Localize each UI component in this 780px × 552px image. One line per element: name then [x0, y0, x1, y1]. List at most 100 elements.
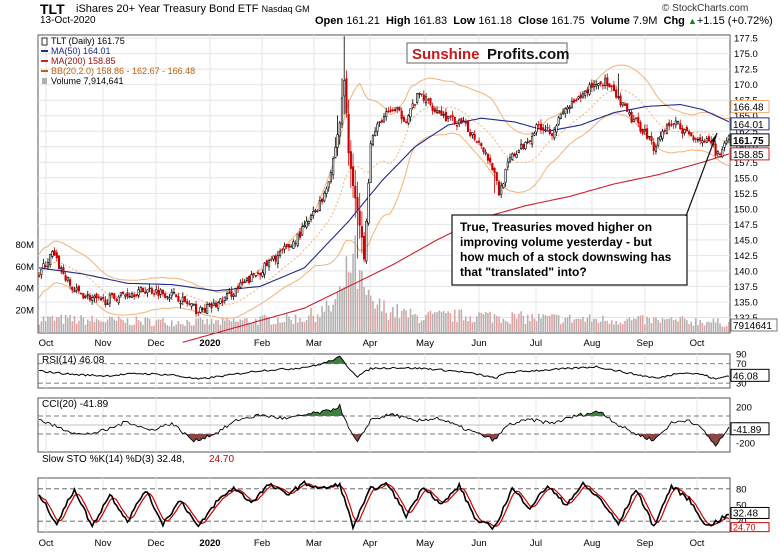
candle-body: [68, 279, 72, 286]
up-triangle-icon: ▲: [687, 16, 697, 26]
volume-bar: [319, 316, 321, 332]
volume-bar: [544, 315, 547, 332]
volume-bar: [560, 324, 562, 332]
price-x-tick-label: Nov: [95, 338, 112, 349]
candle: [183, 296, 187, 304]
candle: [51, 249, 54, 259]
volume-bar: [420, 320, 423, 332]
volume-bar: [655, 317, 657, 332]
volume-bar: [186, 320, 189, 332]
candle: [657, 137, 660, 148]
volume-bar: [184, 325, 186, 332]
candle-body: [604, 78, 607, 86]
candle: [325, 186, 328, 198]
candle-body: [274, 255, 277, 262]
volume-bar: [224, 320, 226, 332]
volume-bar: [504, 320, 507, 332]
volume-bar: [254, 318, 257, 332]
volume-bar: [699, 319, 701, 332]
candle: [106, 299, 109, 305]
quote-line: Open 161.21 High 161.83 Low 161.18 Close…: [315, 16, 773, 27]
volume-bar: [248, 322, 250, 332]
volume-label: Volume: [590, 15, 630, 27]
volume-bar: [690, 321, 693, 332]
candle: [480, 142, 483, 149]
candle-body: [239, 282, 242, 288]
volume-bar: [595, 318, 598, 332]
candle: [588, 82, 591, 96]
candle-body: [670, 124, 673, 126]
candle: [590, 79, 593, 93]
candle-body: [668, 122, 671, 127]
volume-bar: [462, 320, 465, 332]
price-x-tick-label: 2020: [199, 338, 220, 349]
candle-body: [219, 298, 222, 304]
rsi-line: [39, 355, 729, 380]
volume-bar: [540, 318, 542, 332]
candle: [363, 232, 366, 263]
volume-bar: [657, 319, 659, 332]
volume-bar: [208, 324, 211, 332]
candle-body: [657, 137, 660, 146]
osc-tick-label: 50: [736, 501, 747, 512]
volume-bar: [688, 323, 690, 332]
candle: [495, 171, 498, 185]
candle-body: [623, 103, 627, 106]
candle: [592, 79, 596, 92]
volume-bar: [204, 324, 206, 332]
candle: [133, 291, 136, 300]
candle: [378, 121, 381, 128]
candle: [272, 255, 275, 262]
volume-bar: [250, 323, 253, 332]
price-label: 158.85: [733, 150, 764, 161]
candle: [57, 255, 61, 271]
candle-body: [230, 290, 233, 297]
candle: [296, 233, 299, 248]
candle: [685, 124, 688, 132]
candle: [579, 91, 582, 103]
candle-body: [152, 293, 156, 295]
candle-body: [283, 245, 286, 250]
volume-bar: [502, 318, 505, 332]
volume-bar: [175, 324, 177, 332]
candle-body: [296, 233, 299, 246]
candle: [453, 116, 456, 126]
volume-bar: [279, 322, 281, 332]
volume-bar: [246, 318, 248, 332]
volume-bar: [522, 315, 525, 332]
candle-body: [279, 250, 282, 256]
volume-bar: [617, 324, 620, 332]
candle-body: [500, 185, 503, 195]
candle: [646, 124, 649, 140]
candle-body: [168, 297, 171, 300]
volume-bar: [389, 312, 392, 332]
candle: [285, 243, 288, 250]
candle: [568, 105, 571, 114]
volume-bar: [416, 315, 418, 332]
candle-body: [385, 111, 388, 118]
candle-body: [307, 220, 310, 224]
cci-line: [39, 403, 730, 447]
candle: [38, 272, 41, 278]
volume-bar: [367, 289, 370, 332]
candle-body: [665, 124, 669, 134]
candle-body: [104, 299, 107, 306]
candle: [599, 81, 602, 87]
candle-body: [584, 90, 587, 96]
candle-body: [371, 135, 375, 145]
candle: [86, 290, 89, 300]
high-value: 161.83: [413, 15, 448, 27]
candle-body: [250, 274, 253, 283]
volume-bar: [721, 326, 724, 332]
volume-bar: [91, 315, 93, 332]
candle: [321, 197, 324, 205]
volume-bar: [606, 320, 609, 332]
candle-body: [592, 83, 596, 88]
candle: [442, 111, 445, 119]
volume-bar: [526, 314, 529, 332]
volume-bar: [429, 310, 432, 332]
volume-bar: [549, 315, 551, 332]
candle: [99, 296, 103, 302]
volume-bar: [122, 320, 124, 332]
candle-body: [681, 127, 684, 135]
